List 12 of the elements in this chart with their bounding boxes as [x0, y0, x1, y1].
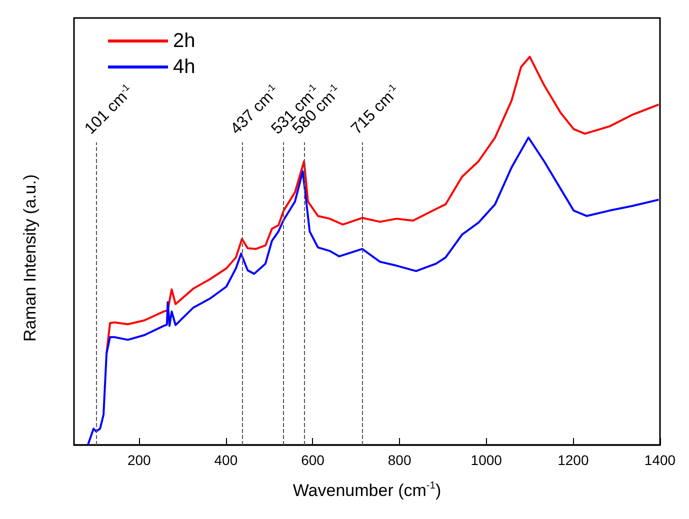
x-tick-label: 200: [127, 452, 152, 468]
legend-label: 2h: [173, 30, 196, 52]
x-tick-label: 1000: [470, 452, 502, 468]
x-tick-label: 1200: [558, 452, 589, 468]
legend-label: 4h: [173, 56, 196, 78]
x-tick-label: 800: [388, 452, 412, 468]
x-tick-label: 1400: [644, 452, 676, 468]
x-tick-label: 600: [301, 452, 325, 468]
x-tick-label: 400: [214, 452, 238, 468]
ref-line-label: 101 cm-1: [82, 82, 132, 138]
y-axis-title: Raman Intensity (a.u.): [20, 174, 40, 342]
ref-line-label: 715 cm-1: [348, 82, 398, 138]
